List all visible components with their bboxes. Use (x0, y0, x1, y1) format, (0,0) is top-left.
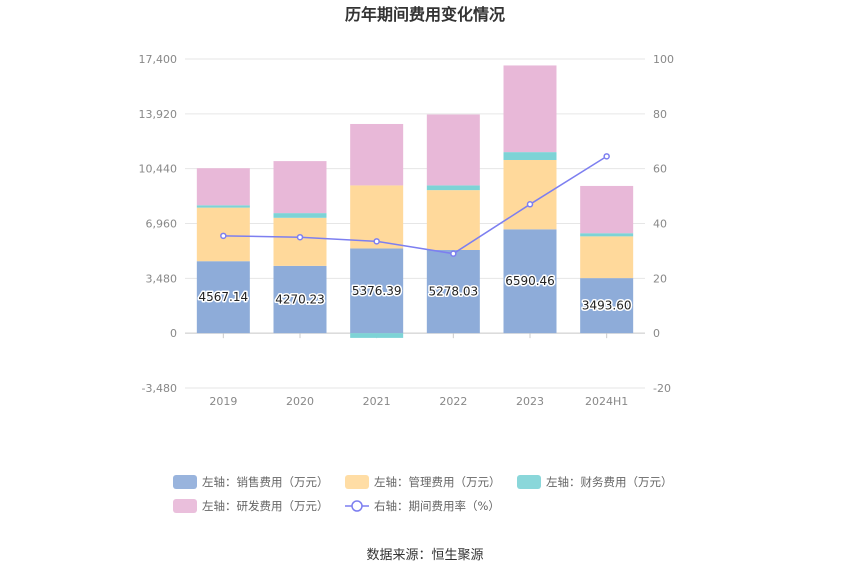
rate-point (603, 153, 610, 160)
y-right-tick-label: 0 (653, 327, 660, 340)
chart-title: 历年期间费用变化情况 (345, 5, 505, 24)
y-left-tick-label: 3,480 (146, 272, 178, 285)
y-right-tick-label: 20 (653, 272, 667, 285)
bar-segment (273, 217, 327, 266)
y-left-tick-label: 6,960 (146, 218, 178, 231)
legend: 左轴：销售费用（万元） 左轴：管理费用（万元） 左轴：财务费用（万元） 左轴：研发费用… (173, 475, 673, 513)
bar-segment (426, 190, 480, 251)
bar-segment (273, 161, 327, 214)
y-left-tick-label: 13,920 (139, 108, 178, 121)
y-left-tick-label: 17,400 (139, 53, 178, 66)
source-text: 数据来源：恒生聚源 (366, 548, 483, 563)
legend-swatch (173, 499, 197, 513)
legend-item: 右轴：期间费用率（%） (345, 499, 500, 513)
bar-layer (196, 65, 634, 338)
legend-swatch (517, 475, 541, 489)
rate-point (296, 233, 304, 241)
bar-segment (503, 65, 557, 153)
bar-segment (426, 250, 480, 334)
bar-value-label: 5376.39 (352, 284, 402, 298)
y-left-tick-label: 0 (170, 327, 177, 340)
bar-segment (273, 213, 327, 218)
bar-segment (580, 278, 634, 334)
line-layer (220, 153, 610, 257)
bar-segment (503, 152, 557, 160)
bar-segment (503, 159, 557, 230)
rate-line (223, 155, 608, 255)
bar-segment (350, 248, 404, 334)
bar-segment (580, 236, 634, 279)
y-right-tick-label: 60 (653, 163, 667, 176)
bar-segment (273, 265, 327, 334)
bar-segment (350, 333, 404, 338)
label-layer: 4567.14 4270.23 5376.39 5278.03 6590.46 3493.… (197, 273, 633, 314)
legend-item: 左轴：财务费用（万元） (517, 475, 673, 489)
bar-segment (503, 229, 557, 334)
legend-item: 左轴：研发费用（万元） (173, 499, 329, 513)
bar-segment (196, 168, 250, 206)
y-left-tick-label: 10,440 (139, 163, 178, 176)
bar-segment (196, 205, 250, 208)
bar-value-label: 4270.23 (275, 293, 325, 307)
y-right-tick-label: 40 (653, 218, 667, 231)
y-right-tick-label: 100 (653, 53, 674, 66)
bar-segment (580, 185, 634, 234)
bar-value-label: 5278.03 (429, 285, 479, 299)
bar-segment (196, 261, 250, 334)
x-tick-label: 2024H1 (585, 395, 628, 408)
bar-value-label: 6590.46 (505, 274, 555, 288)
x-tick-label: 2022 (439, 395, 467, 408)
legend-label: 左轴：销售费用（万元） (202, 475, 329, 489)
legend-label: 左轴：研发费用（万元） (202, 499, 329, 513)
legend-item: 左轴：管理费用（万元） (345, 475, 501, 489)
bar-value-label: 3493.60 (582, 299, 632, 313)
x-tick-label: 2021 (363, 395, 391, 408)
grid-layer (185, 58, 645, 389)
rate-point (450, 250, 457, 257)
axis-layer: -3,480 0 3,480 6,960 10,440 13,920 17,400 -20 0 2… (139, 53, 675, 408)
y-right-tick-label: 80 (653, 108, 667, 121)
rate-point (373, 238, 380, 245)
x-tick-label: 2023 (516, 395, 544, 408)
legend-item: 左轴：销售费用（万元） (173, 475, 329, 489)
legend-label: 左轴：财务费用（万元） (546, 475, 673, 489)
bar-segment (426, 114, 480, 186)
x-tick-label: 2020 (286, 395, 314, 408)
legend-label: 右轴：期间费用率（%） (374, 499, 500, 513)
legend-swatch-marker (351, 500, 363, 512)
bar-value-label: 4567.14 (199, 290, 249, 304)
bar-segment (580, 233, 634, 237)
y-right-tick-label: -20 (653, 382, 671, 395)
y-left-tick-label: -3,480 (142, 382, 177, 395)
bar-segment (350, 123, 404, 186)
legend-swatch (173, 475, 197, 489)
bar-segment (350, 185, 404, 249)
bar-segment (426, 185, 480, 191)
rate-point (220, 232, 227, 240)
legend-label: 左轴：管理费用（万元） (374, 475, 501, 489)
legend-swatch (345, 475, 369, 489)
rate-point (526, 201, 534, 208)
x-tick-label: 2019 (209, 395, 237, 408)
